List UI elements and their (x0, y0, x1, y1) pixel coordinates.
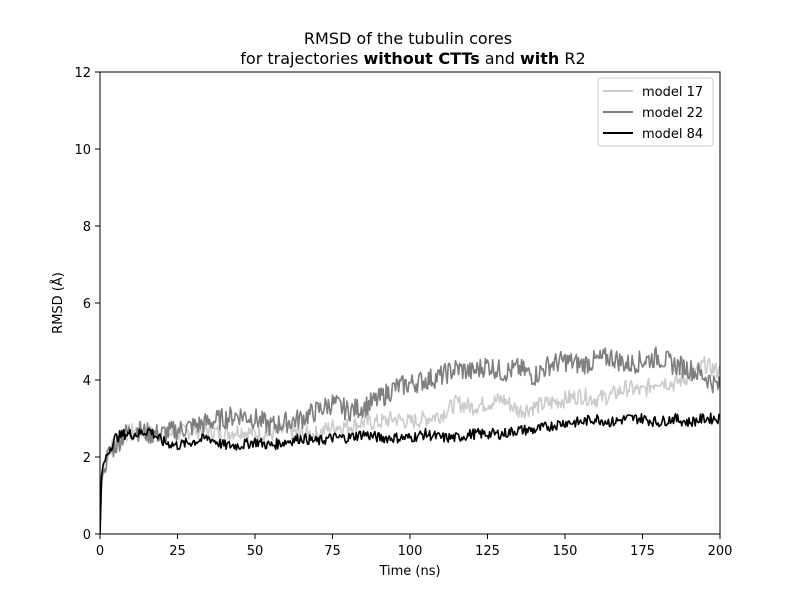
subtitle-part1: for trajectories (240, 49, 363, 68)
subtitle-part2: without CTTs (363, 49, 479, 68)
y-tick-label: 10 (74, 143, 91, 158)
legend-label-model-17: model 17 (642, 85, 703, 100)
y-tick-label: 4 (83, 374, 91, 389)
y-tick-label: 6 (83, 297, 91, 312)
legend-box (597, 77, 714, 147)
legend-label-model-84: model 84 (642, 127, 703, 142)
x-tick-label: 0 (96, 544, 104, 559)
x-tick-label: 200 (708, 544, 733, 559)
x-tick-label: 75 (324, 544, 341, 559)
series-line-model-22 (100, 346, 720, 534)
y-tick-label: 8 (83, 220, 91, 235)
subtitle-part4: with (520, 49, 559, 68)
x-tick-label: 150 (553, 544, 578, 559)
series-line-model-84 (100, 412, 720, 534)
x-tick-label: 175 (630, 544, 655, 559)
series-group (100, 346, 720, 534)
y-tick-label: 2 (83, 451, 91, 466)
chart-title: RMSD of the tubulin cores (304, 29, 512, 48)
subtitle-part5: R2 (559, 49, 585, 68)
x-tick-label: 50 (247, 544, 264, 559)
y-axis-ticks: 0 2 4 6 8 10 12 (74, 66, 100, 543)
y-tick-label: 0 (83, 528, 91, 543)
x-axis-ticks: 0 25 50 75 100 125 150 175 200 (96, 534, 733, 559)
x-axis-label: Time (ns) (378, 564, 440, 579)
subtitle-part3: and (480, 49, 520, 68)
chart-subtitle: for trajectories without CTTs and with R… (240, 49, 585, 68)
x-tick-label: 125 (475, 544, 500, 559)
legend: model 17 model 22 model 84 (597, 77, 714, 147)
x-tick-label: 25 (169, 544, 186, 559)
y-axis-label: RMSD (Å) (50, 272, 66, 334)
x-tick-label: 100 (398, 544, 423, 559)
legend-label-model-22: model 22 (642, 106, 703, 121)
y-tick-label: 12 (74, 66, 91, 81)
